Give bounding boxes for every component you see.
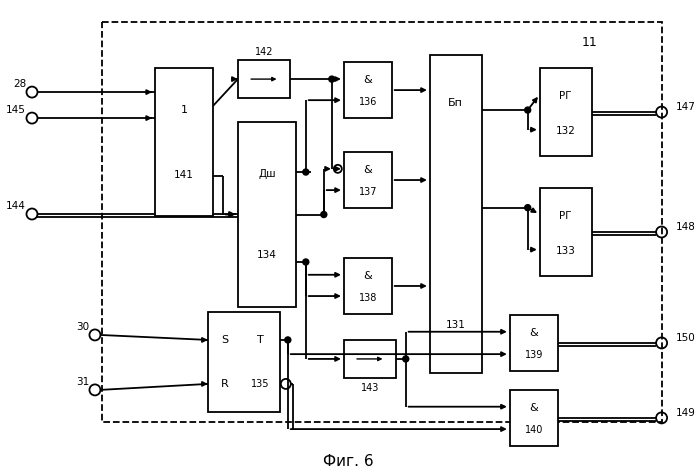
Text: &: & xyxy=(363,165,372,175)
Text: 149: 149 xyxy=(676,408,696,418)
Text: &: & xyxy=(363,75,372,85)
Text: 140: 140 xyxy=(524,425,543,435)
Circle shape xyxy=(525,107,531,113)
Text: &: & xyxy=(529,403,538,413)
Text: 132: 132 xyxy=(556,127,575,137)
Text: R: R xyxy=(221,379,229,389)
Bar xyxy=(344,152,391,208)
Text: 138: 138 xyxy=(359,293,377,303)
Bar xyxy=(510,390,558,446)
Text: 1: 1 xyxy=(180,105,187,115)
Text: 147: 147 xyxy=(676,102,696,112)
Circle shape xyxy=(303,169,309,175)
Text: РГ: РГ xyxy=(559,91,572,101)
Text: &: & xyxy=(529,328,538,338)
Bar xyxy=(540,68,591,156)
Text: 136: 136 xyxy=(359,98,377,108)
Circle shape xyxy=(303,259,309,265)
Circle shape xyxy=(321,211,327,218)
Bar xyxy=(238,60,290,98)
Text: Бп: Бп xyxy=(448,98,463,108)
Bar xyxy=(540,188,591,276)
Bar xyxy=(102,22,662,422)
Bar xyxy=(208,312,280,412)
Bar xyxy=(344,340,396,378)
Text: S: S xyxy=(221,335,228,345)
Text: 31: 31 xyxy=(76,377,89,387)
Bar xyxy=(344,258,391,314)
Text: 137: 137 xyxy=(359,188,377,198)
Text: 143: 143 xyxy=(361,383,379,393)
Bar xyxy=(344,62,391,118)
Text: 28: 28 xyxy=(13,79,27,89)
Text: РГ: РГ xyxy=(559,211,572,221)
Text: 144: 144 xyxy=(6,201,26,211)
Text: 150: 150 xyxy=(676,333,696,343)
Text: 142: 142 xyxy=(254,47,273,57)
Bar xyxy=(238,122,296,307)
Circle shape xyxy=(329,76,335,82)
Text: 148: 148 xyxy=(676,222,696,232)
Text: T: T xyxy=(257,335,264,345)
Text: 139: 139 xyxy=(524,350,543,360)
Circle shape xyxy=(525,205,531,211)
Text: 11: 11 xyxy=(582,36,598,49)
Text: 134: 134 xyxy=(257,250,277,260)
Circle shape xyxy=(284,337,291,343)
Text: Фиг. 6: Фиг. 6 xyxy=(324,455,374,469)
Circle shape xyxy=(403,356,409,362)
Text: 133: 133 xyxy=(556,247,575,257)
Text: 141: 141 xyxy=(174,169,194,179)
Text: 131: 131 xyxy=(446,320,466,330)
Text: 30: 30 xyxy=(76,322,89,332)
Text: Дш: Дш xyxy=(258,169,275,179)
Text: 145: 145 xyxy=(6,105,26,115)
Text: 135: 135 xyxy=(251,379,270,389)
Bar xyxy=(510,315,558,371)
Text: &: & xyxy=(363,271,372,281)
Bar xyxy=(155,68,213,216)
Bar xyxy=(430,55,482,373)
